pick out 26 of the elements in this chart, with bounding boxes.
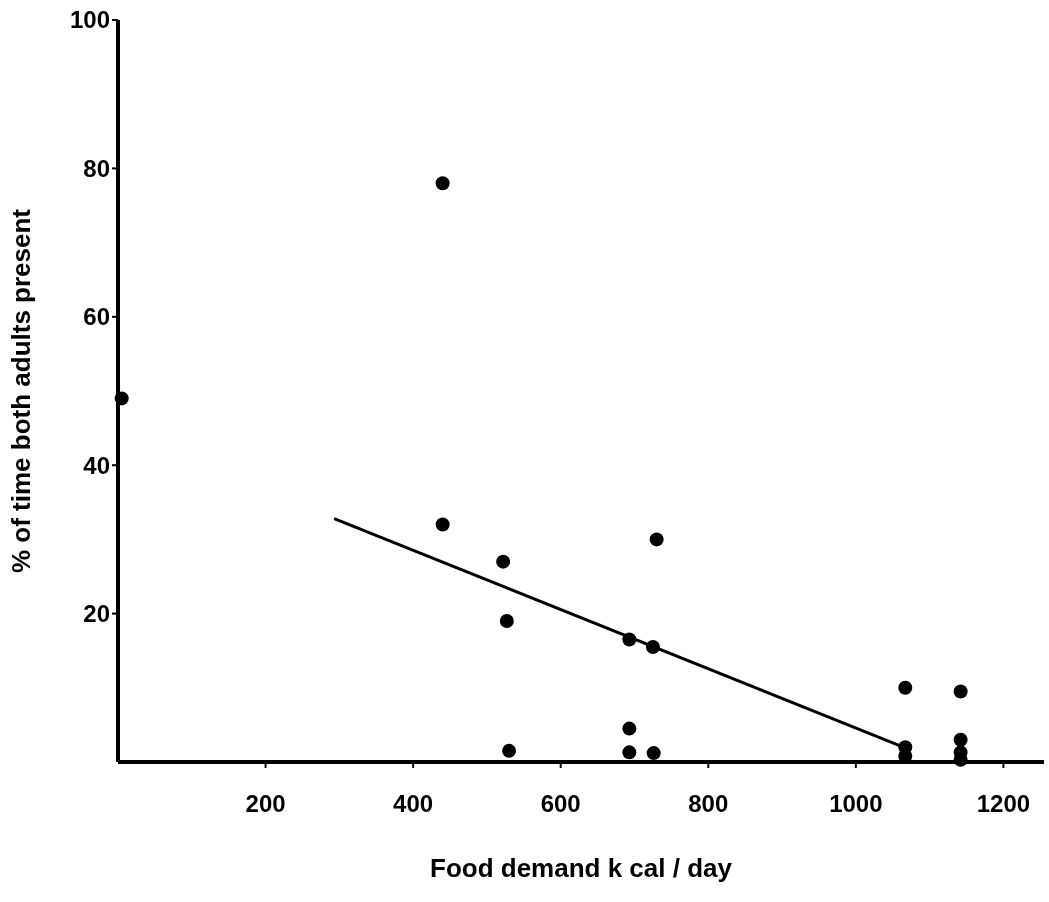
y-tick-label: 100 xyxy=(69,6,110,34)
point xyxy=(953,732,968,747)
point xyxy=(646,746,661,761)
point xyxy=(499,614,514,629)
y-tick-label: 60 xyxy=(83,303,110,331)
x-tick-label: 1000 xyxy=(829,790,883,817)
y-tick-label: 40 xyxy=(83,451,110,479)
point xyxy=(435,517,450,532)
y-tick-label: 80 xyxy=(83,154,110,182)
point xyxy=(496,554,511,569)
x-tick-label: 1200 xyxy=(976,790,1031,817)
x-tick-label: 800 xyxy=(688,790,729,817)
x-tick-label: 200 xyxy=(245,790,286,817)
y-axis-title: % of time both adults present xyxy=(6,208,36,574)
point xyxy=(622,721,637,736)
x-tick-label: 400 xyxy=(393,790,434,817)
point xyxy=(649,532,664,547)
x-tick-label: 600 xyxy=(540,790,581,817)
point xyxy=(898,680,913,695)
point xyxy=(114,391,129,406)
point xyxy=(622,745,637,760)
point xyxy=(953,684,968,699)
x-axis-title: Food demand k cal / day xyxy=(430,853,733,883)
point xyxy=(435,176,450,191)
y-tick-label: 20 xyxy=(83,600,110,627)
point xyxy=(502,743,517,758)
